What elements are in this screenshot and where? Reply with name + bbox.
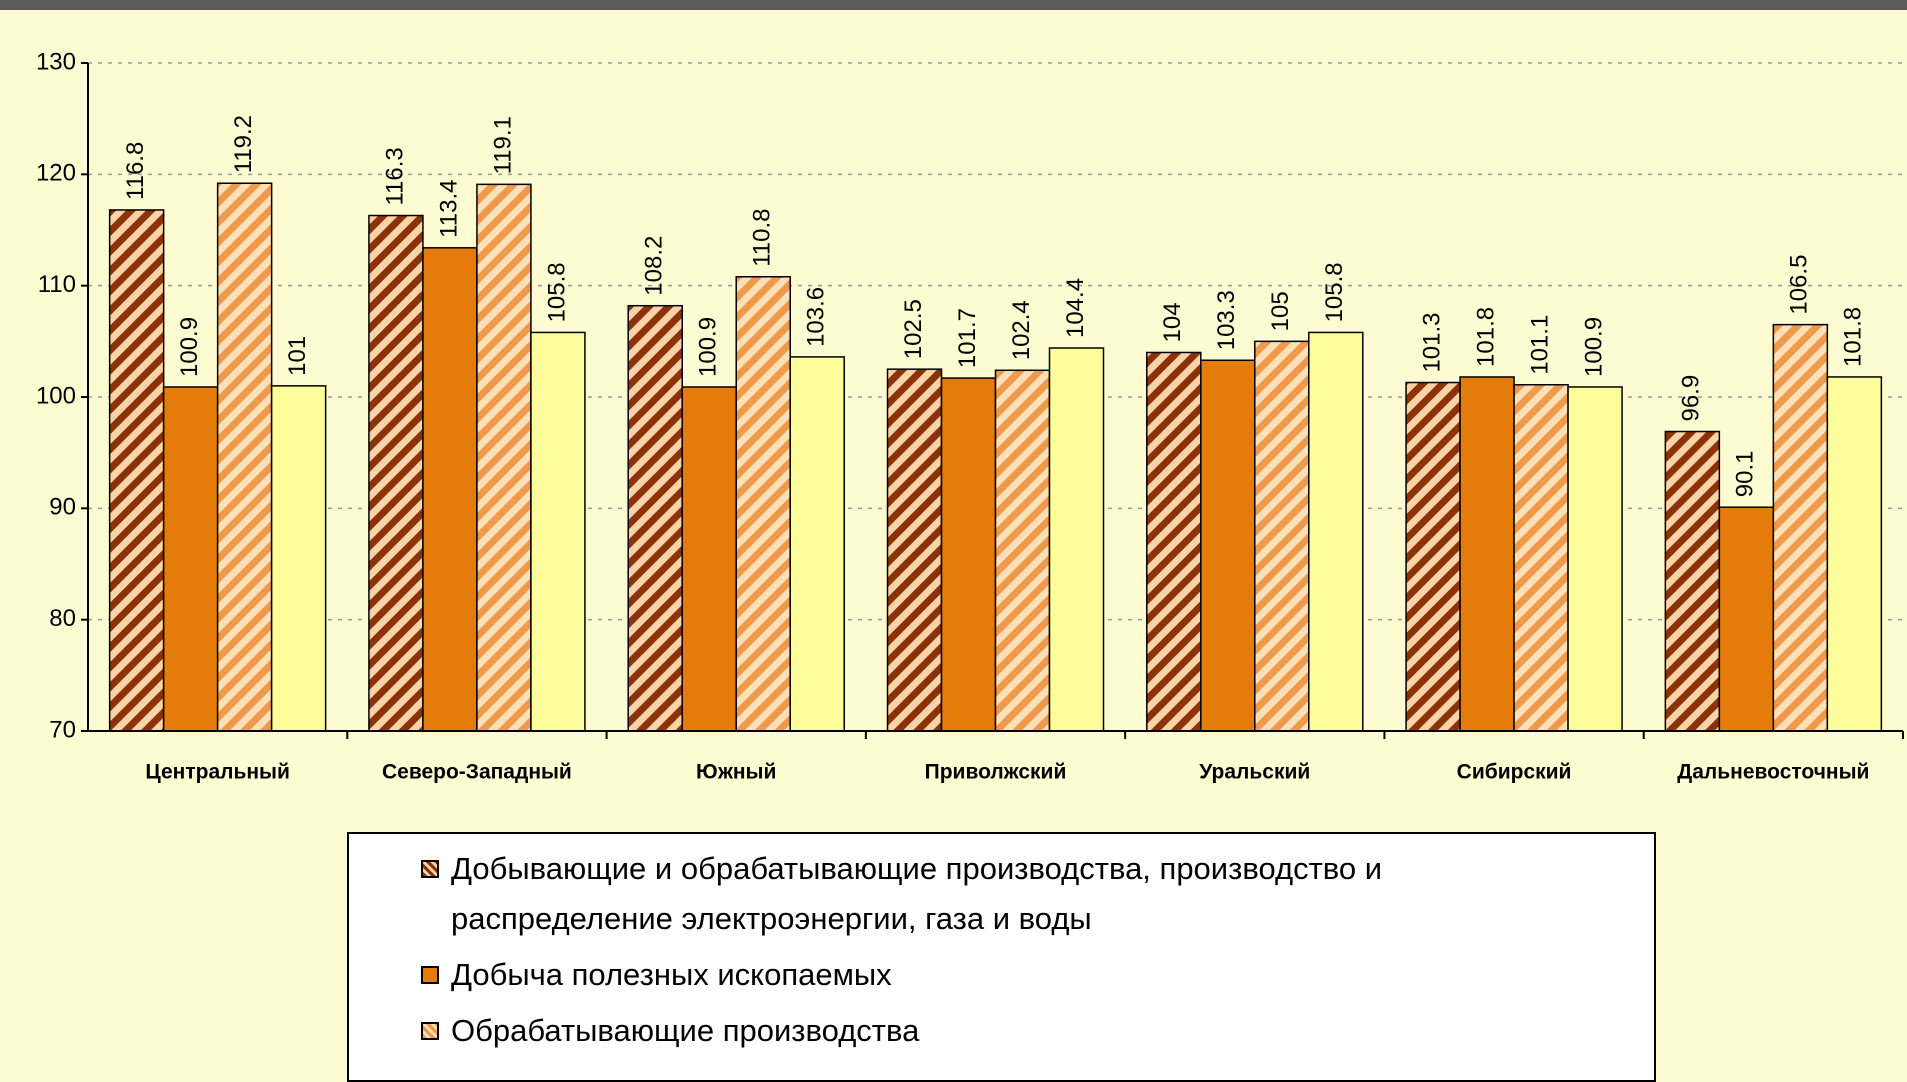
y-tick-label: 110 [38,271,76,298]
bar [476,183,532,732]
legend-swatch [421,860,439,878]
bar [1826,376,1883,732]
bar [627,304,683,732]
bar [1048,347,1105,732]
bar [1254,340,1310,732]
data-label: 103.6 [803,287,830,347]
bar [530,331,586,732]
data-label: 96.9 [1678,375,1705,422]
data-label: 102.5 [900,299,927,359]
legend: Добывающие и обрабатывающие производства… [347,832,1656,1082]
data-label: 119.1 [489,116,516,174]
bar [1718,506,1775,732]
top-border [0,0,1907,10]
data-label: 110.8 [749,208,776,266]
legend-entry: Добывающие и обрабатывающие производства… [421,844,1574,944]
y-tick-label: 120 [36,160,76,187]
data-label: 100.9 [176,317,203,377]
bar [216,182,273,732]
x-tick-label: Дальневосточный [1677,761,1869,784]
x-tick-label: Центральный [145,761,290,784]
x-tick-label: Уральский [1199,761,1310,784]
legend-swatch [421,1022,439,1040]
data-label: 101.1 [1526,315,1553,375]
bar [681,386,737,732]
data-label: 104 [1159,302,1186,342]
bar [735,276,791,732]
data-label: 100.9 [695,317,722,377]
data-label: 101.7 [954,308,981,368]
legend-entry: Обрабатывающие производства [421,1006,1574,1056]
data-label: 103.3 [1213,290,1240,350]
data-label: 105 [1267,291,1294,331]
bar [270,385,327,732]
x-tick-label: Сибирский [1457,761,1572,784]
y-tick-label: 130 [36,48,76,75]
bar [1146,351,1202,732]
bar [108,209,165,732]
bar [1664,430,1721,732]
data-label: 90.1 [1732,451,1759,498]
data-label: 108.2 [641,236,668,296]
y-tick-label: 70 [49,716,76,743]
x-tick-label: Южный [696,761,776,784]
bar [1567,386,1623,732]
data-label: 104.4 [1062,278,1089,338]
data-label: 116.8 [122,142,149,200]
data-label: 105.8 [1321,262,1348,322]
bar [422,247,478,732]
bar [1405,381,1461,732]
data-label: 119.2 [230,115,257,173]
legend-label: Добывающие и обрабатывающие производства… [451,851,1383,936]
data-label: 102.4 [1008,300,1035,360]
data-label: 101.8 [1472,307,1499,367]
data-label: 113.4 [435,180,462,238]
data-label: 101.3 [1418,312,1445,372]
bar [940,377,997,732]
x-tick-label: Северо-Западный [382,761,572,784]
bar [789,356,845,732]
bar [1513,384,1569,732]
data-label: 100.9 [1580,317,1607,377]
y-tick-label: 90 [49,494,76,521]
bar [1200,359,1256,732]
legend-label: Обрабатывающие производства [451,1013,920,1048]
bar [1308,331,1364,732]
bar [1459,376,1515,732]
data-label: 101 [284,336,311,376]
legend-entry: Добыча полезных ископаемых [421,950,1574,1000]
bar [886,368,943,732]
bar [994,369,1051,732]
y-tick-label: 80 [49,605,76,632]
data-label: 106.5 [1786,255,1813,315]
bar [1772,323,1829,732]
legend-label: Добыча полезных ископаемых [451,957,892,992]
data-label: 116.3 [381,147,408,205]
data-label: 105.8 [543,262,570,322]
x-tick-label: Приволжский [925,761,1067,784]
data-label: 101.8 [1840,307,1867,367]
bar [162,386,219,732]
bar [368,214,424,732]
y-tick-label: 100 [36,382,76,409]
legend-swatch [421,966,439,984]
